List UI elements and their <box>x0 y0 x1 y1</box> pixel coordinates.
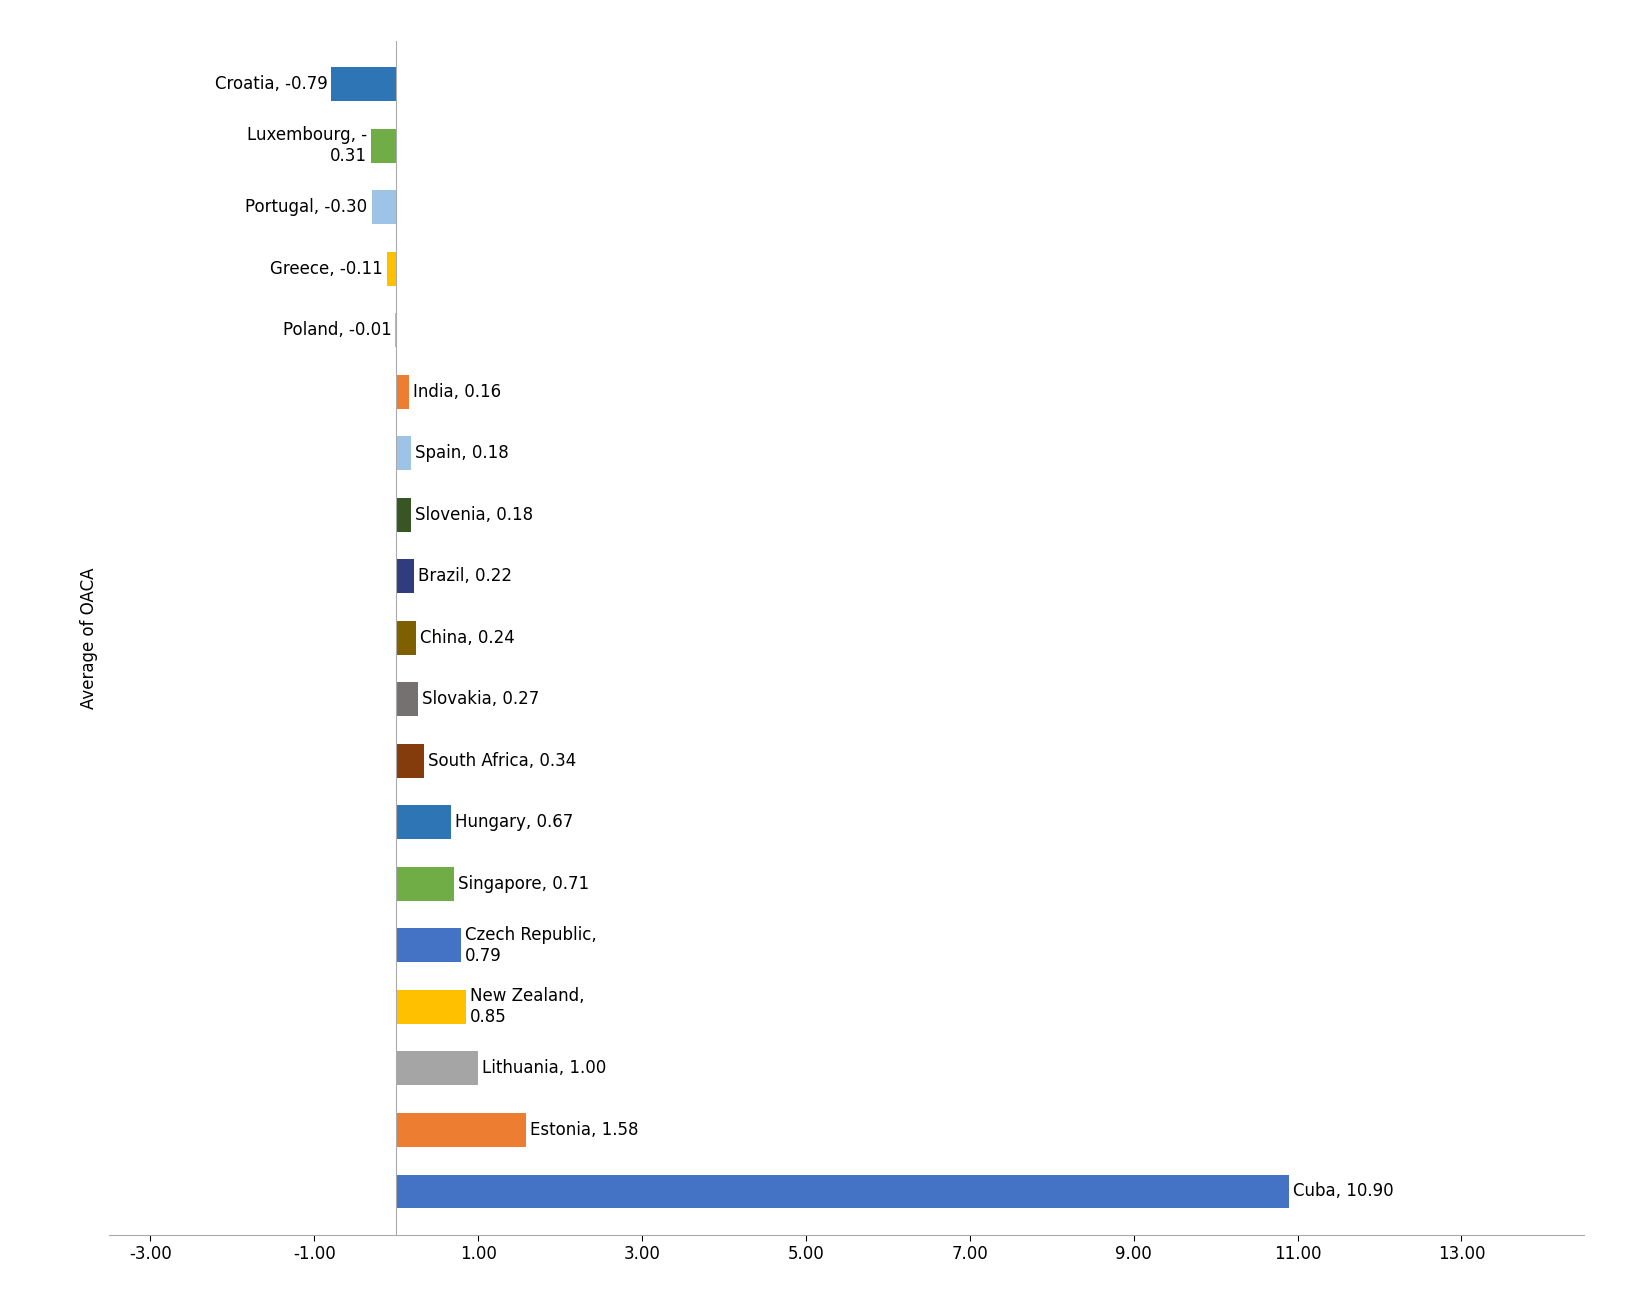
Text: Slovakia, 0.27: Slovakia, 0.27 <box>423 690 540 708</box>
Bar <box>397 498 411 532</box>
Text: Spain, 0.18: Spain, 0.18 <box>415 445 509 462</box>
Text: Poland, -0.01: Poland, -0.01 <box>282 321 392 339</box>
Bar <box>397 806 450 840</box>
Bar <box>397 1175 1289 1209</box>
Text: Croatia, -0.79: Croatia, -0.79 <box>215 76 328 93</box>
Text: Estonia, 1.58: Estonia, 1.58 <box>530 1121 638 1138</box>
Text: Portugal, -0.30: Portugal, -0.30 <box>245 198 367 216</box>
Text: India, 0.16: India, 0.16 <box>413 383 501 400</box>
Bar <box>397 559 415 593</box>
Bar <box>397 743 424 777</box>
Bar <box>397 437 411 471</box>
Text: Lithuania, 1.00: Lithuania, 1.00 <box>481 1059 607 1077</box>
Text: Slovenia, 0.18: Slovenia, 0.18 <box>415 506 534 524</box>
Text: Brazil, 0.22: Brazil, 0.22 <box>418 567 512 585</box>
Bar <box>387 252 397 286</box>
Bar <box>397 1114 526 1146</box>
Bar <box>397 867 454 901</box>
Text: Hungary, 0.67: Hungary, 0.67 <box>455 814 573 832</box>
Bar <box>397 928 460 962</box>
Bar <box>370 129 397 163</box>
Bar <box>397 621 416 655</box>
Bar <box>397 990 465 1024</box>
Text: Luxembourg, -
0.31: Luxembourg, - 0.31 <box>246 126 367 166</box>
Bar <box>331 68 397 100</box>
Bar <box>397 1051 478 1085</box>
Text: China, 0.24: China, 0.24 <box>419 629 514 647</box>
Text: Cuba, 10.90: Cuba, 10.90 <box>1294 1183 1394 1201</box>
Text: Singapore, 0.71: Singapore, 0.71 <box>459 875 589 893</box>
Bar <box>372 190 397 224</box>
Bar <box>397 374 410 408</box>
Bar <box>397 682 418 716</box>
Text: South Africa, 0.34: South Africa, 0.34 <box>428 752 576 769</box>
Text: Greece, -0.11: Greece, -0.11 <box>271 259 384 278</box>
Text: Czech Republic,
0.79: Czech Republic, 0.79 <box>465 926 597 965</box>
Text: New Zealand,
0.85: New Zealand, 0.85 <box>470 987 584 1026</box>
Y-axis label: Average of OACA: Average of OACA <box>80 567 98 708</box>
